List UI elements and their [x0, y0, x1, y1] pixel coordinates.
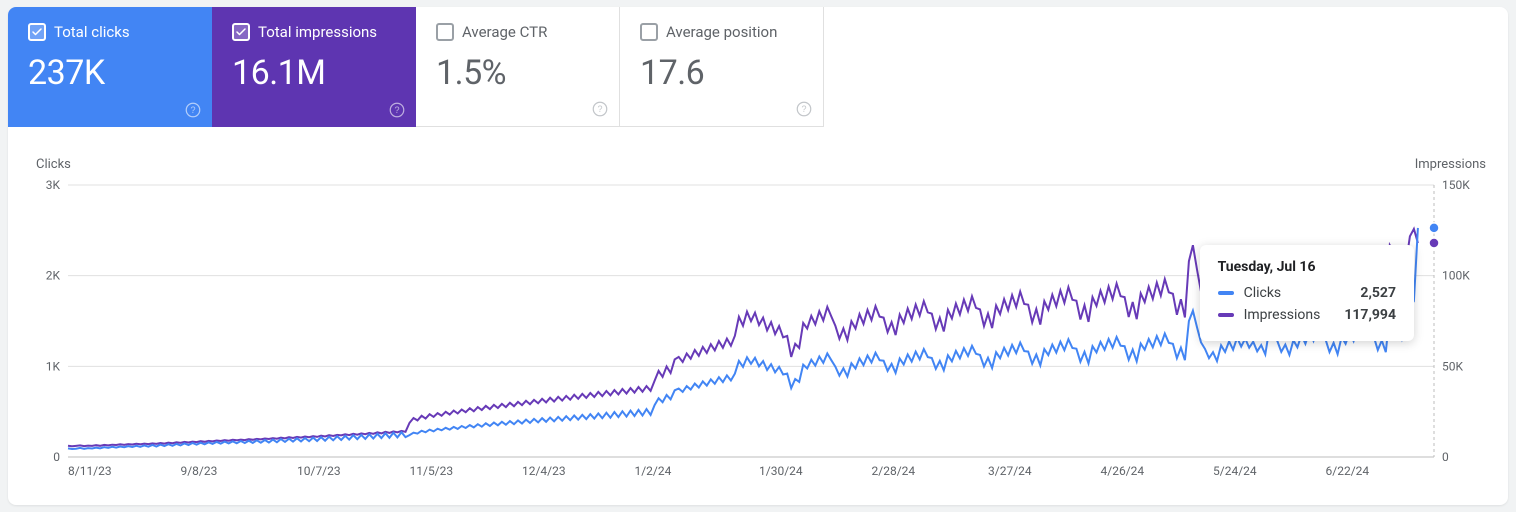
ytick-right: 50K	[1442, 359, 1463, 373]
svg-text:?: ?	[190, 105, 195, 115]
xtick: 12/4/23	[522, 464, 566, 478]
svg-text:?: ?	[801, 104, 806, 114]
xtick: 11/5/23	[410, 464, 454, 478]
svg-text:?: ?	[597, 104, 602, 114]
svg-text:?: ?	[394, 105, 399, 115]
help-icon[interactable]: ?	[795, 100, 813, 118]
xtick: 10/7/23	[297, 464, 341, 478]
performance-card: Total clicks 237K? Total impressions 16.1M?…	[8, 7, 1508, 505]
metric-checkbox-icon	[232, 23, 250, 41]
metric-card-average-position[interactable]: Average position 17.6?	[620, 7, 824, 127]
metric-label: Total impressions	[258, 23, 377, 41]
xtick: 8/11/23	[68, 464, 112, 478]
metric-label: Average position	[666, 23, 777, 41]
xtick: 1/2/24	[634, 464, 671, 478]
metric-card-total-clicks[interactable]: Total clicks 237K?	[8, 7, 212, 127]
ytick-right: 0	[1442, 450, 1449, 464]
xtick: 4/26/24	[1101, 464, 1145, 478]
y-axis-title-left: Clicks	[36, 157, 71, 172]
tooltip-swatch	[1218, 313, 1234, 317]
xtick: 2/28/24	[872, 464, 916, 478]
tooltip-row: Clicks 2,527	[1218, 285, 1396, 301]
xtick: 6/22/24	[1326, 464, 1370, 478]
ytick-left: 1K	[46, 359, 61, 373]
xtick: 1/30/24	[759, 464, 803, 478]
tooltip-series-value: 117,994	[1344, 307, 1396, 323]
help-icon[interactable]: ?	[388, 101, 406, 119]
metric-value: 1.5%	[436, 53, 599, 93]
metric-checkbox-icon	[436, 23, 454, 41]
tooltip-swatch	[1218, 291, 1234, 295]
tooltip-series-label: Clicks	[1244, 285, 1282, 301]
metric-label: Total clicks	[54, 23, 130, 41]
chart-area: Clicks Impressions 0 1K 2K 3K 0 50K 100K 150K 8/…	[30, 157, 1486, 485]
tooltip-series-label: Impressions	[1244, 307, 1321, 323]
metric-card-average-ctr[interactable]: Average CTR 1.5%?	[416, 7, 620, 127]
metric-value: 237K	[28, 53, 192, 93]
ytick-right: 100K	[1442, 269, 1470, 283]
tooltip-date: Tuesday, Jul 16	[1218, 259, 1396, 275]
xtick: 9/8/23	[180, 464, 217, 478]
help-icon[interactable]: ?	[184, 101, 202, 119]
ytick-left: 3K	[46, 179, 61, 192]
metric-value: 16.1M	[232, 53, 396, 93]
help-icon[interactable]: ?	[591, 100, 609, 118]
chart-tooltip: Tuesday, Jul 16 Clicks 2,527 Impressions 11…	[1200, 245, 1414, 341]
metric-label: Average CTR	[462, 23, 547, 41]
tooltip-series-value: 2,527	[1360, 285, 1396, 301]
metric-checkbox-icon	[640, 23, 658, 41]
hover-marker	[1429, 223, 1439, 233]
ytick-left: 2K	[46, 269, 61, 283]
ytick-left: 0	[53, 450, 60, 464]
xtick: 3/27/24	[988, 464, 1032, 478]
tooltip-row: Impressions 117,994	[1218, 307, 1396, 323]
xtick: 5/24/24	[1213, 464, 1257, 478]
metric-value: 17.6	[640, 53, 803, 93]
y-axis-title-right: Impressions	[1415, 157, 1486, 172]
metric-checkbox-icon	[28, 23, 46, 41]
hover-marker	[1429, 238, 1439, 248]
metric-card-total-impressions[interactable]: Total impressions 16.1M?	[212, 7, 416, 127]
metric-card-row: Total clicks 237K? Total impressions 16.1M?…	[8, 7, 1508, 127]
ytick-right: 150K	[1442, 179, 1470, 192]
